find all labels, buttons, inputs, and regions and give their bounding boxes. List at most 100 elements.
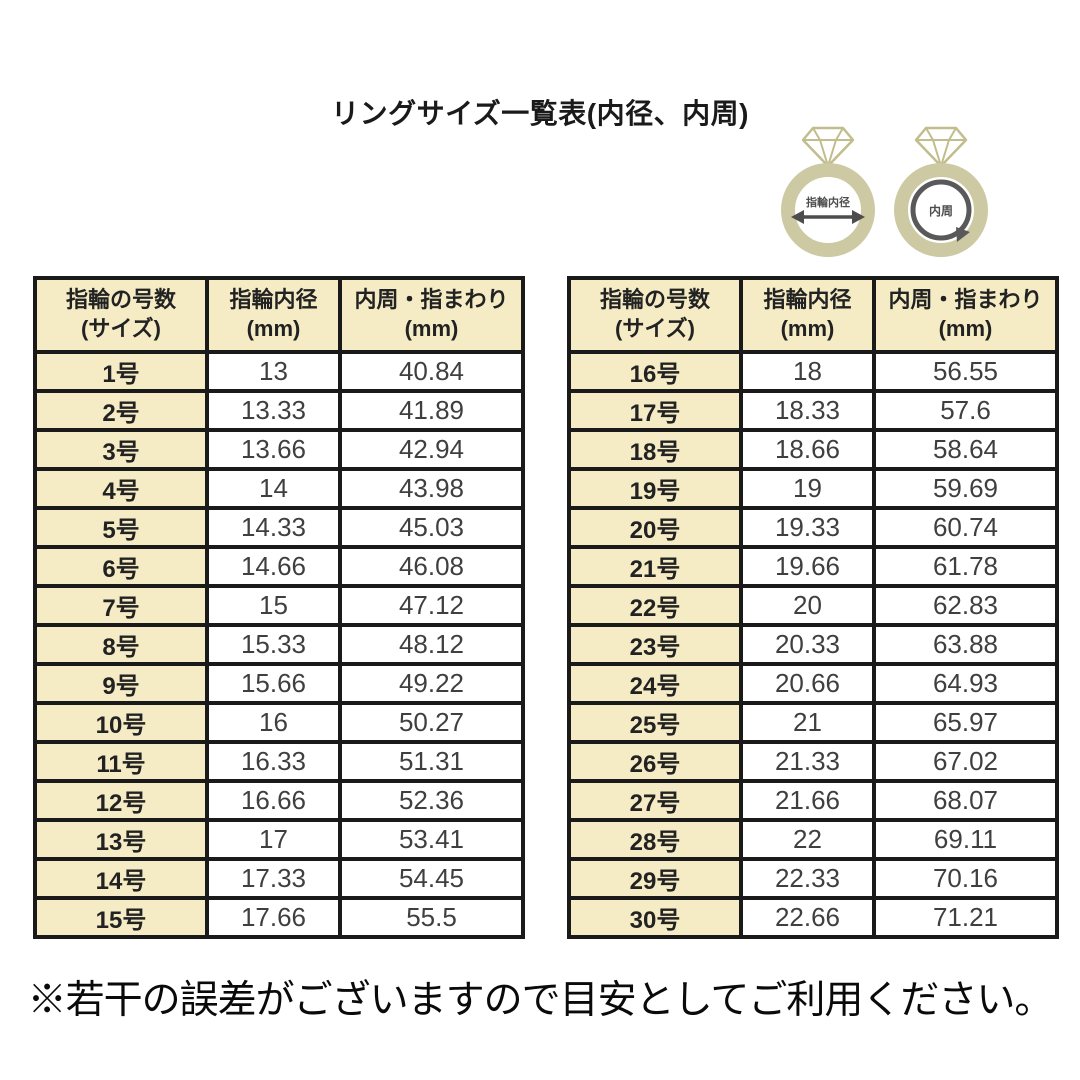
diameter-cell: 20 xyxy=(739,584,876,627)
table-row: 22号 20 62.83 xyxy=(567,584,1059,627)
table-row: 12号 16.66 52.36 xyxy=(33,779,525,822)
table-row: 21号 19.66 61.78 xyxy=(567,545,1059,588)
table-row: 11号 16.33 51.31 xyxy=(33,740,525,783)
circumference-cell: 47.12 xyxy=(338,584,525,627)
diameter-cell: 14 xyxy=(205,467,342,510)
size-cell: 19号 xyxy=(567,467,743,510)
diameter-cell: 15.66 xyxy=(205,662,342,705)
size-cell: 9号 xyxy=(33,662,209,705)
circumference-cell: 52.36 xyxy=(338,779,525,822)
table-row: 27号 21.66 68.07 xyxy=(567,779,1059,822)
diameter-cell: 15.33 xyxy=(205,623,342,666)
table-body: 16号 18 56.55 17号 18.33 57.6 18号 18.66 58.64 19号 19… xyxy=(567,350,1059,939)
circumference-cell: 59.69 xyxy=(872,467,1059,510)
size-cell: 30号 xyxy=(567,896,743,939)
circumference-cell: 67.02 xyxy=(872,740,1059,783)
circumference-cell: 48.12 xyxy=(338,623,525,666)
size-cell: 21号 xyxy=(567,545,743,588)
ring-inner-diameter-diagram: 指輪内径 xyxy=(781,126,875,257)
circumference-cell: 51.31 xyxy=(338,740,525,783)
table-row: 17号 18.33 57.6 xyxy=(567,389,1059,432)
ring-size-table-1-15: 指輪の号数 (サイズ) 指輪内径 (mm) 内周・指まわり (mm) 1号 13 40.84 2… xyxy=(33,276,525,939)
circumference-cell: 42.94 xyxy=(338,428,525,471)
diameter-cell: 16.33 xyxy=(205,740,342,783)
table-row: 15号 17.66 55.5 xyxy=(33,896,525,939)
size-cell: 1号 xyxy=(33,350,209,393)
size-cell: 27号 xyxy=(567,779,743,822)
size-cell: 10号 xyxy=(33,701,209,744)
circumference-cell: 41.89 xyxy=(338,389,525,432)
circumference-cell: 54.45 xyxy=(338,857,525,900)
circumference-cell: 46.08 xyxy=(338,545,525,588)
table-row: 14号 17.33 54.45 xyxy=(33,857,525,900)
size-cell: 17号 xyxy=(567,389,743,432)
table-row: 1号 13 40.84 xyxy=(33,350,525,393)
diameter-cell: 19 xyxy=(739,467,876,510)
size-cell: 8号 xyxy=(33,623,209,666)
table-row: 29号 22.33 70.16 xyxy=(567,857,1059,900)
table-row: 2号 13.33 41.89 xyxy=(33,389,525,432)
circumference-cell: 50.27 xyxy=(338,701,525,744)
size-cell: 22号 xyxy=(567,584,743,627)
circumference-cell: 61.78 xyxy=(872,545,1059,588)
circumference-cell: 45.03 xyxy=(338,506,525,549)
diameter-cell: 17.66 xyxy=(205,896,342,939)
circumference-circle xyxy=(910,179,972,241)
circumference-cell: 68.07 xyxy=(872,779,1059,822)
circumference-cell: 56.55 xyxy=(872,350,1059,393)
diameter-cell: 18.33 xyxy=(739,389,876,432)
circumference-cell: 71.21 xyxy=(872,896,1059,939)
circumference-cell: 60.74 xyxy=(872,506,1059,549)
circumference-cell: 43.98 xyxy=(338,467,525,510)
diameter-cell: 21.33 xyxy=(739,740,876,783)
diameter-cell: 18 xyxy=(739,350,876,393)
table-row: 19号 19 59.69 xyxy=(567,467,1059,510)
ring-inner-circumference-diagram: 内周 xyxy=(894,126,988,257)
table-row: 16号 18 56.55 xyxy=(567,350,1059,393)
diameter-cell: 22 xyxy=(739,818,876,861)
table-row: 26号 21.33 67.02 xyxy=(567,740,1059,783)
diameter-cell: 19.33 xyxy=(739,506,876,549)
diamond-icon xyxy=(914,126,968,168)
column-header: 指輪内径 (mm) xyxy=(205,276,342,354)
size-cell: 13号 xyxy=(33,818,209,861)
table-row: 25号 21 65.97 xyxy=(567,701,1059,744)
column-header: 内周・指まわり (mm) xyxy=(872,276,1059,354)
ring-band xyxy=(781,163,875,257)
table-row: 9号 15.66 49.22 xyxy=(33,662,525,705)
diameter-cell: 14.66 xyxy=(205,545,342,588)
table-row: 28号 22 69.11 xyxy=(567,818,1059,861)
diameter-cell: 20.66 xyxy=(739,662,876,705)
size-cell: 25号 xyxy=(567,701,743,744)
diameter-cell: 21 xyxy=(739,701,876,744)
size-cell: 7号 xyxy=(33,584,209,627)
size-cell: 24号 xyxy=(567,662,743,705)
table-row: 23号 20.33 63.88 xyxy=(567,623,1059,666)
diameter-cell: 17.33 xyxy=(205,857,342,900)
table-header-row: 指輪の号数 (サイズ) 指輪内径 (mm) 内周・指まわり (mm) xyxy=(33,276,525,354)
diameter-cell: 15 xyxy=(205,584,342,627)
diameter-cell: 14.33 xyxy=(205,506,342,549)
table-row: 7号 15 47.12 xyxy=(33,584,525,627)
table-row: 4号 14 43.98 xyxy=(33,467,525,510)
table-row: 24号 20.66 64.93 xyxy=(567,662,1059,705)
table-row: 3号 13.66 42.94 xyxy=(33,428,525,471)
table-row: 13号 17 53.41 xyxy=(33,818,525,861)
circumference-cell: 62.83 xyxy=(872,584,1059,627)
inner-diameter-label: 指輪内径 xyxy=(806,195,850,209)
size-cell: 11号 xyxy=(33,740,209,783)
table-row: 6号 14.66 46.08 xyxy=(33,545,525,588)
diameter-cell: 19.66 xyxy=(739,545,876,588)
column-header: 指輪の号数 (サイズ) xyxy=(33,276,209,354)
table-body: 1号 13 40.84 2号 13.33 41.89 3号 13.66 42.94 4号 14 43.… xyxy=(33,350,525,939)
size-cell: 23号 xyxy=(567,623,743,666)
size-cell: 28号 xyxy=(567,818,743,861)
circumference-cell: 55.5 xyxy=(338,896,525,939)
circumference-cell: 64.93 xyxy=(872,662,1059,705)
size-cell: 18号 xyxy=(567,428,743,471)
ring-band xyxy=(894,163,988,257)
diameter-cell: 21.66 xyxy=(739,779,876,822)
diameter-cell: 20.33 xyxy=(739,623,876,666)
circumference-cell: 49.22 xyxy=(338,662,525,705)
